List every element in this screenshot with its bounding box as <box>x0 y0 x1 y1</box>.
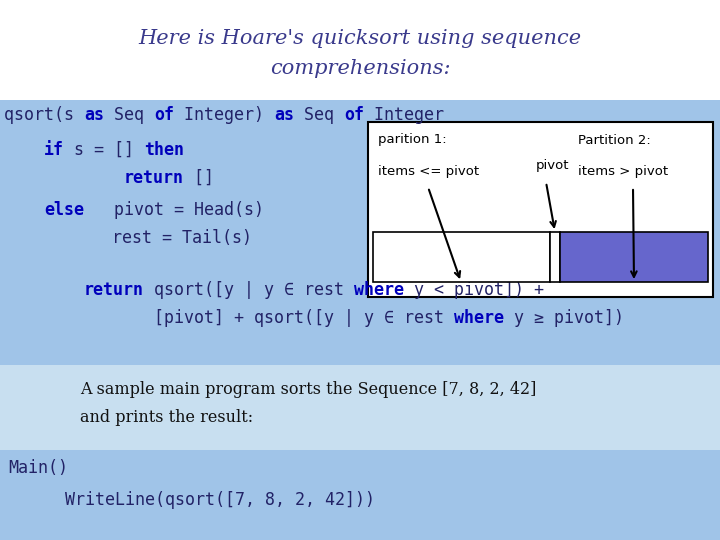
Bar <box>373 232 550 282</box>
Text: as: as <box>274 106 294 124</box>
Text: y ≥ pivot]): y ≥ pivot]) <box>504 309 624 327</box>
Text: qsort(s: qsort(s <box>4 106 84 124</box>
Text: items <= pivot: items <= pivot <box>378 165 479 179</box>
Text: []: [] <box>184 169 214 187</box>
Text: qsort([y | y ∈ rest: qsort([y | y ∈ rest <box>144 281 354 299</box>
Text: Integer): Integer) <box>174 106 274 124</box>
Bar <box>368 122 713 297</box>
Bar <box>550 232 560 282</box>
Text: pivot: pivot <box>536 159 570 172</box>
Text: comprehensions:: comprehensions: <box>270 58 450 78</box>
Text: rest = Tail(s): rest = Tail(s) <box>112 229 252 247</box>
Text: parition 1:: parition 1: <box>378 133 446 146</box>
Bar <box>0 365 720 450</box>
Text: of: of <box>154 106 174 124</box>
Text: return: return <box>124 169 184 187</box>
Bar <box>0 100 720 365</box>
Text: Here is Hoare's quicksort using sequence: Here is Hoare's quicksort using sequence <box>138 29 582 48</box>
Text: as: as <box>84 106 104 124</box>
Text: Partition 2:: Partition 2: <box>578 133 651 146</box>
Text: Seq: Seq <box>294 106 344 124</box>
Text: Seq: Seq <box>104 106 154 124</box>
Text: Main(): Main() <box>8 459 68 477</box>
Bar <box>560 232 708 282</box>
Bar <box>0 0 720 100</box>
Text: where: where <box>354 281 404 299</box>
Text: pivot = Head(s): pivot = Head(s) <box>84 201 264 219</box>
Bar <box>0 450 720 540</box>
Text: A sample main program sorts the Sequence [7, 8, 2, 42]: A sample main program sorts the Sequence… <box>80 381 536 399</box>
Text: if: if <box>44 141 64 159</box>
Text: WriteLine(qsort([7, 8, 2, 42])): WriteLine(qsort([7, 8, 2, 42])) <box>25 491 375 509</box>
Text: y < pivot]) +: y < pivot]) + <box>404 281 544 299</box>
Text: items > pivot: items > pivot <box>578 165 668 179</box>
Text: where: where <box>454 309 504 327</box>
Text: s = []: s = [] <box>64 141 144 159</box>
Text: and prints the result:: and prints the result: <box>80 409 253 427</box>
Text: return: return <box>84 281 144 299</box>
Text: of: of <box>344 106 364 124</box>
Text: else: else <box>44 201 84 219</box>
Text: then: then <box>144 141 184 159</box>
Text: Integer: Integer <box>364 106 444 124</box>
Text: [pivot] + qsort([y | y ∈ rest: [pivot] + qsort([y | y ∈ rest <box>4 309 454 327</box>
